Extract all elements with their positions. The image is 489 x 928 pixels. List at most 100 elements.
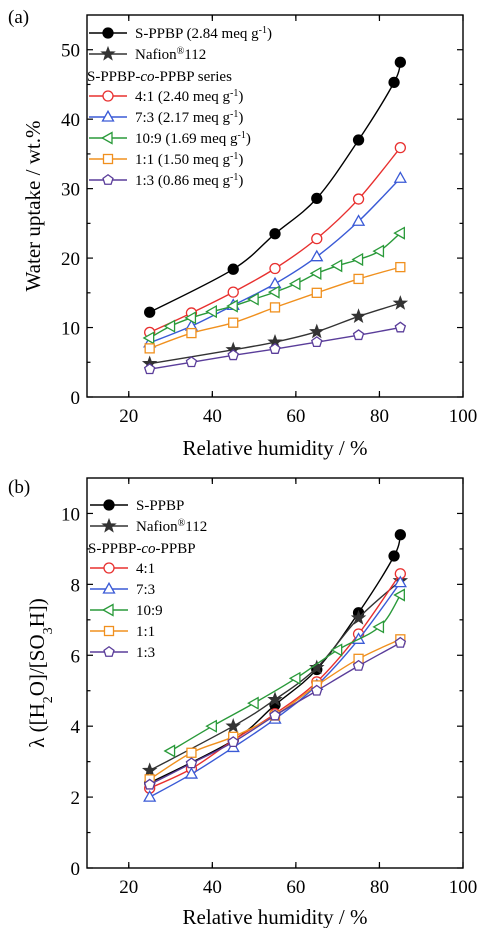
legend-label: 7:3 [136,582,155,598]
y-tick-label: 2 [71,788,81,809]
data-point [392,295,409,310]
data-point [311,192,323,205]
panel-label: (a) [8,7,29,28]
data-point [330,643,343,657]
data-point [227,736,239,748]
x-tick-label: 20 [119,877,138,898]
data-point [351,214,366,226]
data-point [352,659,365,671]
data-point [269,709,281,721]
data-point [350,609,367,625]
data-point [247,696,259,710]
x-tick-label: 80 [370,406,389,427]
data-point [372,244,385,258]
data-point [163,744,176,758]
panel-label: (b) [8,477,30,498]
y-tick-label: 0 [71,388,81,409]
data-point [226,299,238,313]
data-point [269,343,281,354]
data-point [394,529,406,541]
y-tick-label: 10 [61,504,80,525]
data-point [205,304,217,319]
legend-marker [101,603,114,617]
data-point [185,356,198,368]
legend-label: S-PPBP (2.84 meq g-1) [135,25,272,43]
data-point [393,226,405,240]
data-point [393,171,407,183]
y-tick-label: 10 [61,319,80,340]
legend-label: 4:1 [136,561,155,577]
x-tick-label: 60 [286,877,305,898]
legend-marker [103,625,115,637]
panel-a: (a) 20 40 60 80 100 0 10 20 30 40 50 Relative humidi… [8,7,477,460]
data-point [247,292,259,306]
data-point [227,286,239,298]
data-point [142,331,155,345]
x-tick-label: 40 [203,406,222,427]
x-tick-label: 80 [370,877,389,898]
x-tick-label: 20 [119,406,138,427]
data-point [394,142,406,154]
plot-frame [86,14,464,398]
data-point [186,747,197,758]
legend-marker [101,109,115,122]
data-point [353,273,364,285]
legend-label: 1:1 [136,624,155,640]
data-point [393,575,407,588]
legend-label: 10:9 (1.69 meq g-1) [135,130,251,148]
data-point [394,636,407,648]
legend-marker [102,90,114,102]
data-point [205,719,217,733]
y-tick-label: 0 [71,859,81,880]
x-tick-label: 60 [286,406,305,427]
data-point [352,329,365,341]
data-point [352,193,365,205]
data-point [268,276,282,289]
data-point [143,778,156,790]
data-point [309,659,325,675]
data-point [163,319,176,333]
legend-label: 4:1 (2.40 meq g-1) [135,88,243,106]
y-tick-label: 8 [71,575,81,596]
data-point [184,311,197,325]
y-tick-label: 30 [61,180,80,201]
y-tick-label: 4 [71,717,81,738]
data-point [144,343,155,354]
panel-b: (b) 20 40 60 80 100 0 2 4 6 8 10 Relative humidity /… [8,477,477,928]
legend-marker [100,45,116,61]
data-point [267,691,283,707]
data-point [143,790,157,802]
x-tick-label: 100 [449,406,478,427]
x-tick-label: 100 [449,877,478,898]
legend-label: Nafion®112 [136,518,207,536]
x-axis-label: Relative humidity / % [183,436,368,460]
legend-marker [100,131,113,145]
data-point [330,259,343,273]
data-point [227,263,239,275]
data-point [227,349,239,361]
data-point [309,266,322,280]
data-point [141,762,158,778]
data-point [288,671,301,685]
data-point [267,285,280,299]
data-point [144,306,156,318]
series-line-10-9 [170,594,401,752]
y-tick-label: 20 [61,249,80,270]
y-tick-label: 40 [61,110,80,131]
legend-label: S-PPBP [136,498,184,514]
legend-label: 1:3 (0.86 meq g-1) [135,172,243,190]
data-point [269,228,281,240]
data-point [311,287,322,298]
legend-marker [102,581,116,594]
plot-frame [86,477,464,869]
data-point [184,766,199,779]
data-point [310,249,324,262]
legend-label: 7:3 (2.17 meq g-1) [135,109,243,127]
data-point [186,327,197,339]
legend-group-title: S-PPBP-co-PPBP [88,541,196,557]
data-point [395,261,406,273]
legend-marker [102,153,114,165]
data-point [185,757,198,769]
legend-marker [103,562,115,574]
data-point [388,550,400,562]
